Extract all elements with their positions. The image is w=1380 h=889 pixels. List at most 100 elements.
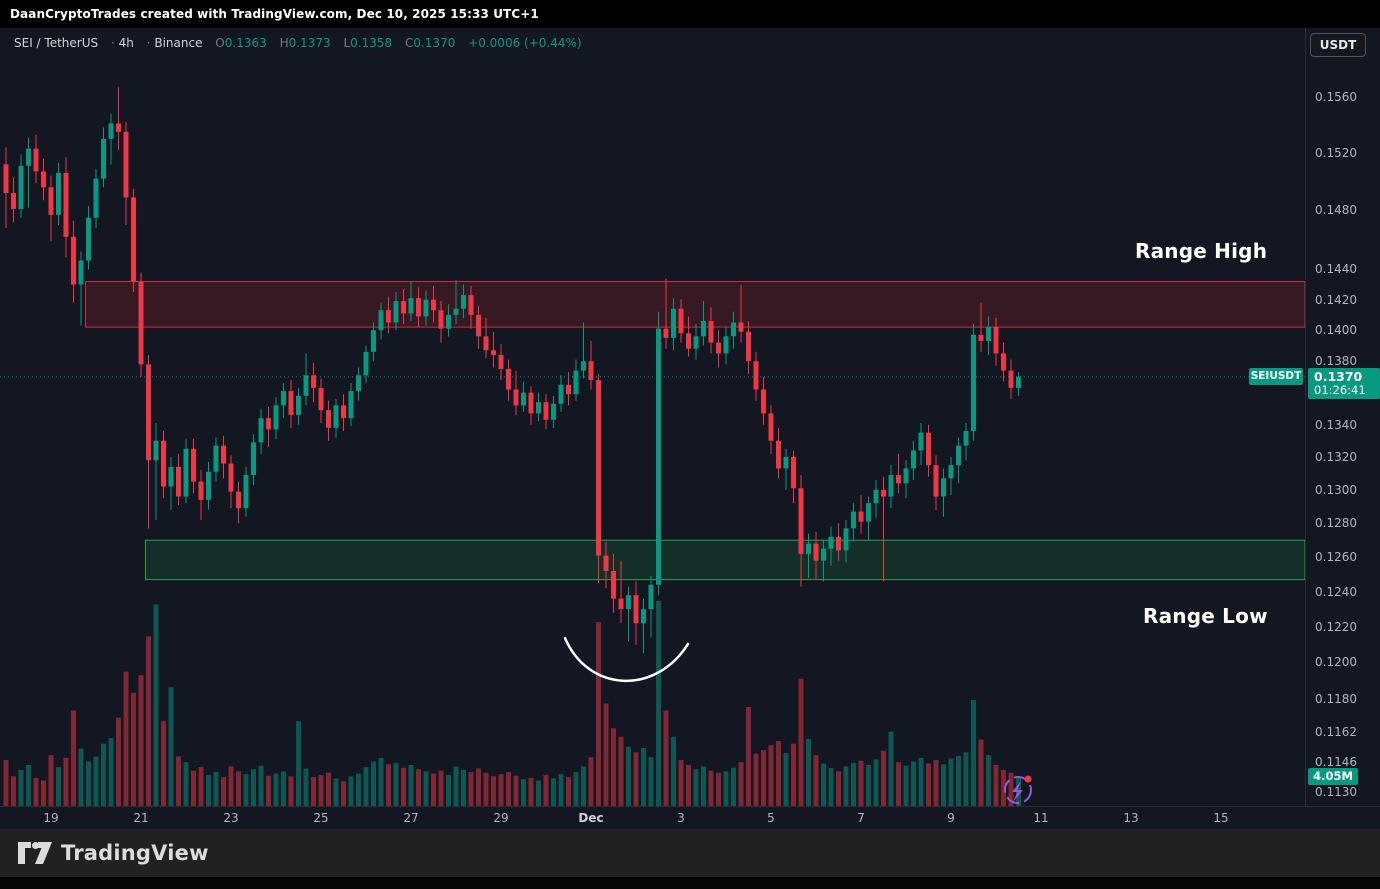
volume-bar[interactable]: [1001, 769, 1006, 806]
candle[interactable]: [678, 308, 684, 334]
volume-bar[interactable]: [183, 762, 189, 806]
candle[interactable]: [26, 148, 31, 166]
volume-bar[interactable]: [416, 769, 421, 806]
candle[interactable]: [363, 351, 369, 376]
candle[interactable]: [483, 336, 489, 351]
candle[interactable]: [588, 361, 594, 381]
volume-bar[interactable]: [333, 778, 339, 806]
candle[interactable]: [813, 543, 819, 561]
volume-bar[interactable]: [408, 764, 414, 806]
candle[interactable]: [183, 448, 189, 497]
candle[interactable]: [93, 178, 99, 218]
volume-bar[interactable]: [116, 717, 121, 806]
volume-bar[interactable]: [813, 755, 819, 806]
tradingview-brand[interactable]: TradingView: [18, 841, 209, 865]
candle[interactable]: [693, 336, 699, 349]
volume-bar[interactable]: [431, 773, 436, 806]
volume-bar[interactable]: [948, 758, 954, 806]
volume-bar[interactable]: [806, 738, 811, 806]
volume-bar[interactable]: [176, 756, 181, 806]
candle[interactable]: [273, 405, 279, 430]
currency-toggle-button[interactable]: USDT: [1310, 33, 1366, 57]
candle[interactable]: [498, 354, 504, 370]
candle[interactable]: [738, 322, 744, 332]
volume-bar[interactable]: [776, 740, 781, 806]
volume-bar[interactable]: [213, 772, 219, 806]
candle[interactable]: [506, 369, 511, 390]
candle[interactable]: [243, 475, 249, 509]
candle[interactable]: [1008, 370, 1014, 388]
candle[interactable]: [228, 463, 234, 492]
volume-bar[interactable]: [393, 762, 399, 806]
candle[interactable]: [671, 308, 676, 338]
candle[interactable]: [948, 465, 954, 479]
candle[interactable]: [536, 402, 541, 414]
volume-bar[interactable]: [236, 771, 241, 806]
candle[interactable]: [626, 595, 631, 610]
candle[interactable]: [896, 475, 901, 484]
candle[interactable]: [176, 466, 181, 497]
volume-bar[interactable]: [446, 774, 451, 806]
candle[interactable]: [476, 314, 481, 337]
candle[interactable]: [776, 440, 781, 469]
candle[interactable]: [206, 471, 211, 500]
volume-bar[interactable]: [821, 763, 826, 806]
volume-bar[interactable]: [48, 755, 54, 806]
candle[interactable]: [191, 448, 196, 482]
volume-bar[interactable]: [491, 776, 496, 806]
candle[interactable]: [48, 187, 54, 215]
candle[interactable]: [941, 478, 946, 497]
volume-bar[interactable]: [506, 772, 511, 806]
volume-bar[interactable]: [78, 748, 84, 806]
volume-bar[interactable]: [956, 755, 961, 806]
volume-bar[interactable]: [536, 780, 541, 806]
volume-bar[interactable]: [483, 772, 489, 806]
volume-bar[interactable]: [836, 771, 841, 806]
candle[interactable]: [371, 330, 376, 352]
volume-bar[interactable]: [326, 772, 331, 806]
candle[interactable]: [656, 328, 661, 585]
volume-bar[interactable]: [858, 760, 864, 806]
volume-bar[interactable]: [401, 767, 406, 806]
volume-bar[interactable]: [941, 764, 946, 806]
candle[interactable]: [71, 236, 76, 285]
candle[interactable]: [161, 440, 166, 487]
candle[interactable]: [423, 299, 429, 317]
volume-bar[interactable]: [693, 769, 699, 806]
candle[interactable]: [993, 327, 999, 354]
candle[interactable]: [633, 595, 639, 624]
candle[interactable]: [281, 391, 286, 406]
volume-bar[interactable]: [461, 769, 466, 806]
volume-bar[interactable]: [933, 760, 939, 806]
volume-bar[interactable]: [603, 703, 609, 806]
candle[interactable]: [18, 165, 24, 209]
candle[interactable]: [618, 598, 624, 610]
candle[interactable]: [701, 320, 706, 337]
candle[interactable]: [446, 314, 451, 329]
candle[interactable]: [101, 138, 106, 179]
volume-bar[interactable]: [566, 777, 571, 806]
candle[interactable]: [731, 322, 736, 337]
volume-bar[interactable]: [701, 766, 706, 806]
candle[interactable]: [708, 320, 714, 343]
volume-bar[interactable]: [453, 766, 459, 806]
candle[interactable]: [963, 431, 969, 446]
volume-bar[interactable]: [671, 736, 676, 806]
range-high-annotation[interactable]: Range High: [1135, 239, 1268, 263]
candle[interactable]: [566, 384, 571, 395]
volume-bar[interactable]: [731, 767, 736, 806]
volume-bar[interactable]: [243, 774, 249, 806]
range-low-zone[interactable]: [145, 539, 1306, 581]
candle[interactable]: [1001, 353, 1006, 371]
volume-bar[interactable]: [513, 775, 519, 806]
symbol-title[interactable]: SEI / TetherUS: [14, 36, 99, 50]
volume-bar[interactable]: [378, 757, 384, 806]
chart-region[interactable]: SEI / TetherUS · 4h · Binance O0.1363 H0…: [0, 28, 1380, 830]
candle[interactable]: [41, 171, 46, 188]
volume-bar[interactable]: [371, 761, 376, 806]
volume-bar[interactable]: [521, 779, 526, 806]
volume-bar[interactable]: [581, 766, 586, 806]
candle[interactable]: [551, 403, 556, 420]
candle[interactable]: [408, 298, 414, 314]
candle[interactable]: [663, 328, 669, 338]
